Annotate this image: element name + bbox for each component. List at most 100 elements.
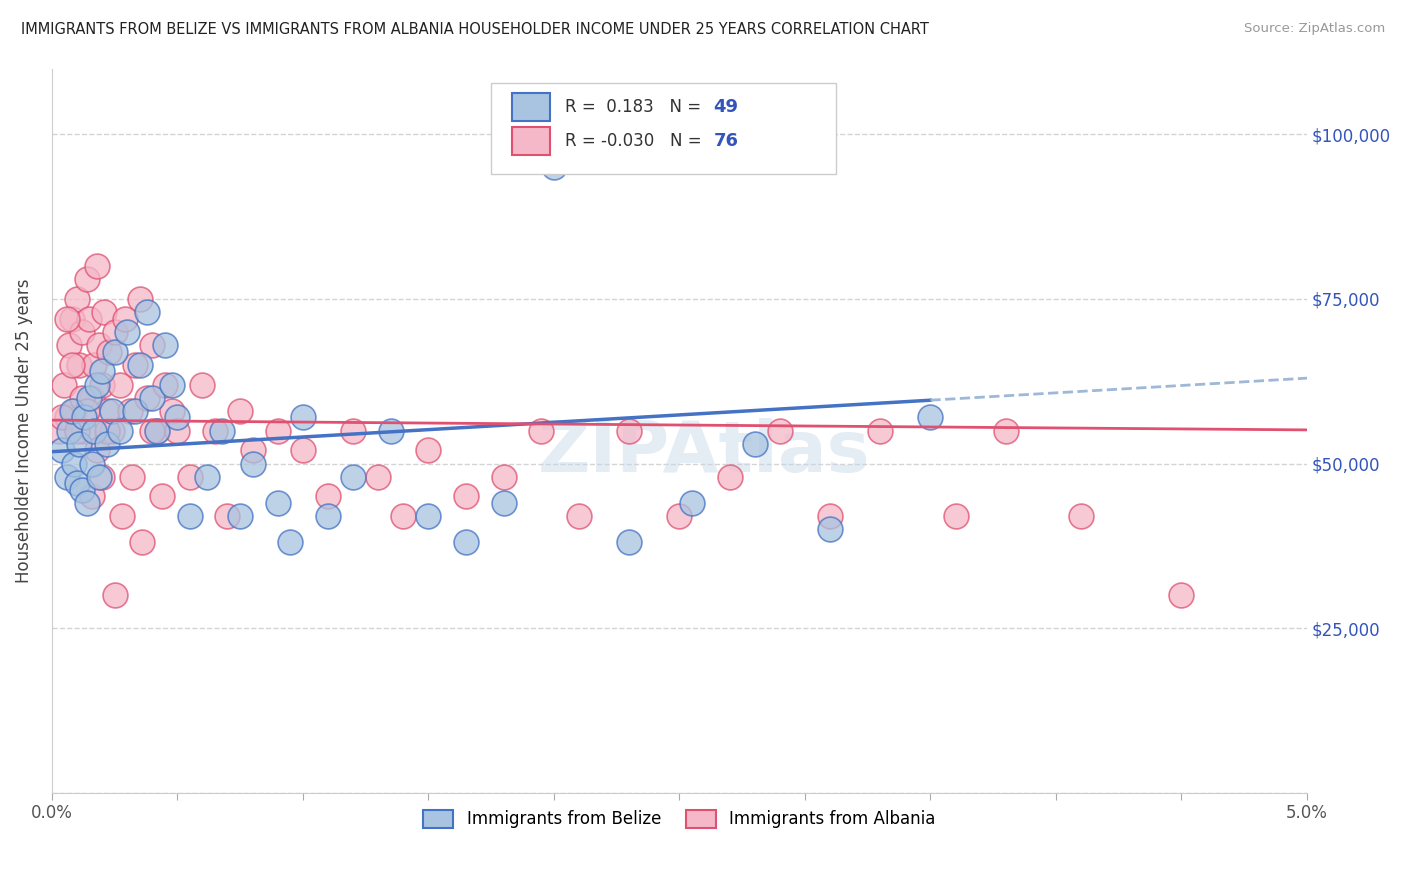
Point <box>141 424 163 438</box>
Point <box>291 443 314 458</box>
Point <box>121 469 143 483</box>
Point <box>267 496 290 510</box>
Point <box>89 469 111 483</box>
Point <box>197 469 219 483</box>
Point <box>70 391 93 405</box>
Point <box>128 292 150 306</box>
Point <box>316 509 339 524</box>
Point <box>124 404 146 418</box>
Point <box>60 404 83 418</box>
Point <box>150 490 173 504</box>
Point <box>56 469 79 483</box>
Point <box>242 443 264 458</box>
Point <box>103 325 125 339</box>
Point <box>76 404 98 418</box>
Point <box>146 424 169 438</box>
Point <box>89 338 111 352</box>
Point <box>718 469 741 483</box>
Point <box>492 469 515 483</box>
Point <box>191 377 214 392</box>
FancyBboxPatch shape <box>491 83 837 174</box>
Point <box>769 424 792 438</box>
Point <box>131 535 153 549</box>
Point <box>543 161 565 175</box>
Point <box>98 344 121 359</box>
Point <box>83 424 105 438</box>
Point <box>115 325 138 339</box>
Point <box>76 496 98 510</box>
Point <box>342 424 364 438</box>
Point <box>86 259 108 273</box>
Point <box>66 292 89 306</box>
Point <box>101 404 124 418</box>
Point <box>66 424 89 438</box>
Point <box>454 490 477 504</box>
Point <box>141 391 163 405</box>
Bar <box>512 128 550 154</box>
Point <box>96 424 118 438</box>
Point <box>392 509 415 524</box>
Point <box>56 311 79 326</box>
Point <box>179 469 201 483</box>
Point <box>229 404 252 418</box>
Point <box>818 509 841 524</box>
Point <box>291 410 314 425</box>
Point <box>668 509 690 524</box>
Point <box>162 404 184 418</box>
Point <box>1170 588 1192 602</box>
Point <box>128 358 150 372</box>
Point <box>153 338 176 352</box>
Point <box>103 344 125 359</box>
Point <box>146 424 169 438</box>
Text: 76: 76 <box>713 132 738 150</box>
Legend: Immigrants from Belize, Immigrants from Albania: Immigrants from Belize, Immigrants from … <box>416 803 942 835</box>
Point <box>63 404 86 418</box>
Point <box>179 509 201 524</box>
Point <box>211 424 233 438</box>
Text: R = -0.030   N =: R = -0.030 N = <box>565 132 707 150</box>
Point <box>204 424 226 438</box>
Point <box>617 424 640 438</box>
Point <box>267 424 290 438</box>
Point <box>73 410 96 425</box>
Point <box>48 424 70 438</box>
Point <box>58 338 80 352</box>
Text: 49: 49 <box>713 98 738 116</box>
Text: IMMIGRANTS FROM BELIZE VS IMMIGRANTS FROM ALBANIA HOUSEHOLDER INCOME UNDER 25 YE: IMMIGRANTS FROM BELIZE VS IMMIGRANTS FRO… <box>21 22 929 37</box>
Point <box>920 410 942 425</box>
Point <box>681 496 703 510</box>
Point <box>380 424 402 438</box>
Point <box>118 404 141 418</box>
Point <box>166 410 188 425</box>
Point <box>91 469 114 483</box>
Point <box>114 311 136 326</box>
Point <box>73 424 96 438</box>
Point <box>108 424 131 438</box>
Point <box>63 457 86 471</box>
Point <box>93 305 115 319</box>
Point <box>66 476 89 491</box>
Y-axis label: Householder Income Under 25 years: Householder Income Under 25 years <box>15 278 32 582</box>
Point <box>153 377 176 392</box>
Point <box>101 424 124 438</box>
Point <box>60 311 83 326</box>
Point <box>60 358 83 372</box>
Point <box>53 377 76 392</box>
Point <box>80 490 103 504</box>
Point <box>76 272 98 286</box>
Point <box>111 509 134 524</box>
Bar <box>512 93 550 120</box>
Point <box>67 436 90 450</box>
Point <box>994 424 1017 438</box>
Point <box>91 377 114 392</box>
Point <box>367 469 389 483</box>
Point <box>418 509 440 524</box>
Point <box>96 404 118 418</box>
Point <box>744 436 766 450</box>
Point <box>80 391 103 405</box>
Point <box>530 424 553 438</box>
Point <box>166 424 188 438</box>
Point <box>136 305 159 319</box>
Point <box>56 410 79 425</box>
Point <box>124 358 146 372</box>
